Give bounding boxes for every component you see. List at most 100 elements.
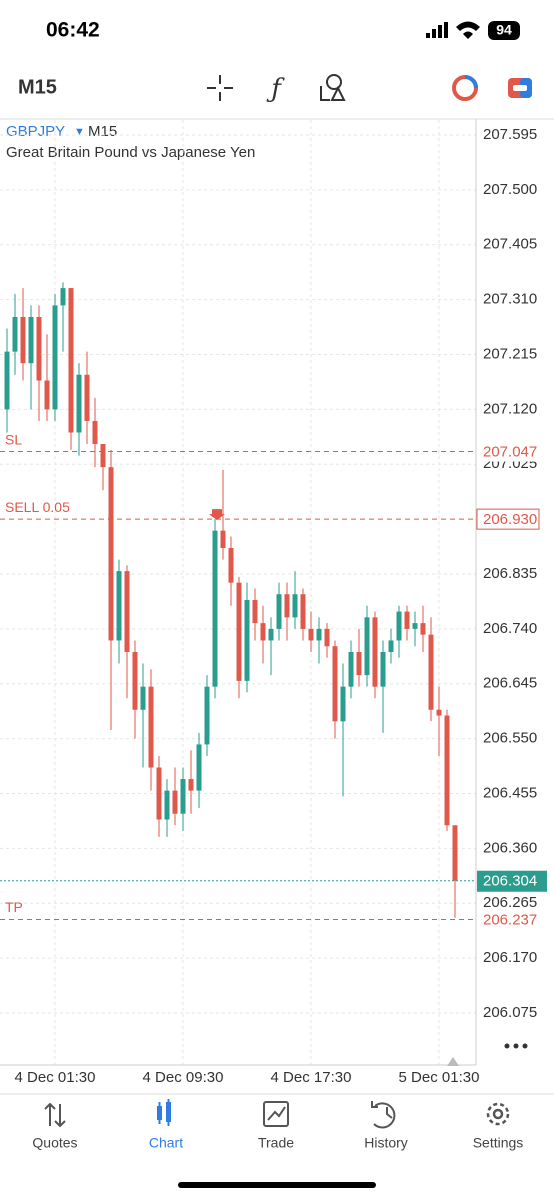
candle-body [100,444,106,468]
symbol-dropdown[interactable]: ▼ [74,126,85,138]
x-tick-label: 4 Dec 09:30 [143,1069,224,1086]
nav-item[interactable]: Quotes [32,1135,77,1151]
y-tick-label: 207.500 [483,181,537,198]
status-time: 06:42 [46,19,100,42]
candle-body [380,651,386,687]
level-name: SL [5,431,22,447]
candle-body [204,686,210,745]
battery-level: 94 [496,22,512,38]
candle-body [292,594,298,618]
candle-body [276,594,282,629]
battery [488,21,520,40]
chart-area: 207.595 207.500 207.405 207.310 207.215 207.1… [0,120,547,1086]
timeframe-button[interactable]: M15 [18,76,57,98]
level-label: 207.047 [483,444,537,461]
candle-body [340,686,346,722]
candle-body [164,790,170,820]
candle-body [428,634,434,710]
y-tick-label: 207.120 [483,400,537,417]
y-tick-label: 206.360 [483,839,537,856]
candle-body [284,594,290,618]
candle-body [76,374,82,433]
candle-body [436,709,442,716]
candle-body [300,594,306,629]
candle-body [236,582,242,681]
level-label-box [477,441,539,462]
y-tick-label: 206.550 [483,730,537,747]
trade-icon [263,1101,289,1127]
objects-button[interactable] [320,74,346,101]
crosshair-button[interactable] [207,75,233,101]
nav-item[interactable]: History [364,1135,408,1151]
candle-body [180,779,186,814]
y-tick-label: 206.455 [483,784,537,801]
y-tick-label: 206.265 [483,894,537,911]
nav-bar: Quotes Chart Trade History Settings [32,1135,523,1151]
candle-body [52,305,58,410]
candle-body [404,611,410,629]
one-click-button[interactable] [452,75,478,101]
y-tick-label: 206.740 [483,620,537,637]
y-tick-label: 207.595 [483,126,537,143]
level-name: TP [5,899,23,915]
y-tick-label: 206.075 [483,1004,537,1021]
candle-body [308,628,314,641]
more-button[interactable] [504,1043,528,1049]
candle-body [36,316,42,381]
candle-body [420,623,426,635]
candle-body [388,640,394,652]
candle-body [188,779,194,791]
candle-body [220,530,226,549]
candle-body [196,744,202,791]
nav-item[interactable]: Chart [149,1135,183,1151]
y-tick-label: 207.215 [483,345,537,362]
candle-body [148,686,154,768]
signal [426,22,448,38]
candle-body [172,790,178,814]
candle-body [324,628,330,647]
candle-body [364,617,370,676]
chart-icon [157,1099,171,1126]
nav-item[interactable]: Settings [473,1135,524,1151]
candle-body [396,611,402,641]
candle-body [116,571,122,641]
shift-marker [447,1057,459,1066]
symbol-description: Great Britain Pound vs Japanese Yen [6,144,255,161]
candle-body [28,316,34,364]
level-name: SELL 0.05 [5,499,70,515]
y-tick-label: 206.835 [483,565,537,582]
trade-button[interactable] [508,78,532,98]
chart-timeframe: M15 [88,123,117,140]
candle-body [412,623,418,629]
candle-body [4,351,10,410]
history-icon [371,1101,396,1129]
wifi [456,21,480,39]
level-label: 206.237 [483,911,537,928]
candle-body [268,628,274,641]
y-tick-label: 207.310 [483,291,537,308]
last-price-box [477,870,547,892]
sell-marker [209,509,225,521]
x-tick-label: 4 Dec 01:30 [15,1069,96,1086]
nav-item[interactable]: Trade [258,1135,294,1151]
candle-body [452,825,458,881]
candle-body [212,530,218,687]
last-price-label: 206.304 [483,873,537,890]
candle-body [244,600,250,681]
candle-body [372,617,378,687]
candle-body [252,600,258,624]
candle-body [356,651,362,676]
candle-body [132,651,138,710]
level-label-box [476,508,540,530]
candle-body [228,548,234,583]
x-tick-label: 5 Dec 01:30 [399,1069,480,1086]
symbol[interactable]: GBPJPY [6,123,65,140]
x-tick-label: 4 Dec 17:30 [271,1069,352,1086]
candle-body [444,715,450,826]
indicators-button[interactable]: ƒ [266,74,285,104]
candle-body [12,316,18,352]
candle-body [348,651,354,687]
settings-icon [486,1102,510,1126]
